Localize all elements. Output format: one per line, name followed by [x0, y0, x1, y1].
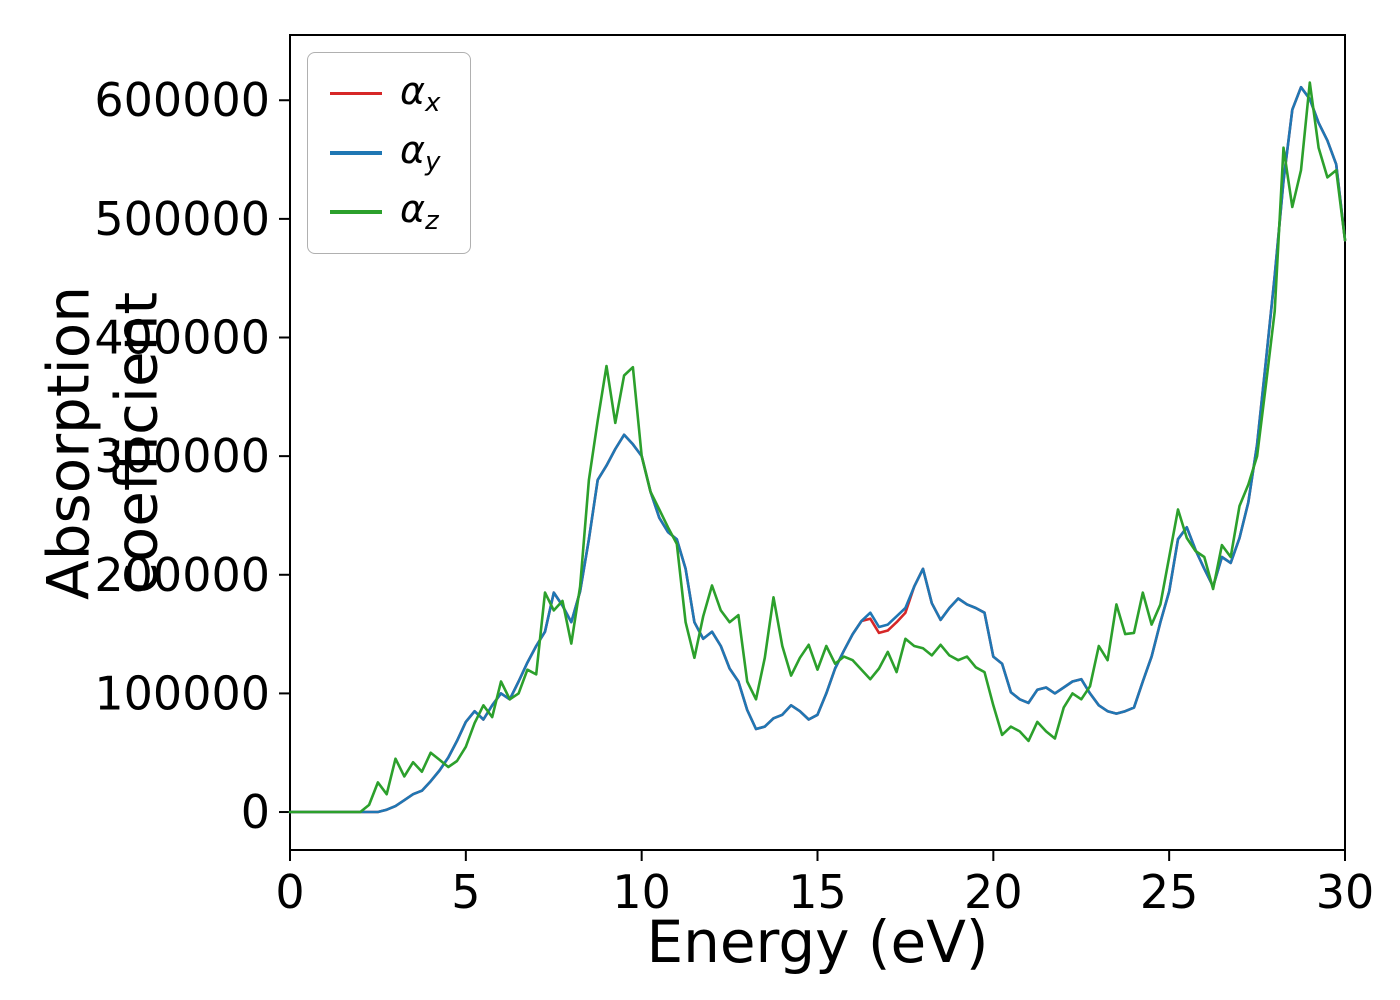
legend-label-sub: z — [425, 206, 439, 237]
legend-item-alpha-z: αz — [330, 187, 440, 237]
legend-label-base: α — [400, 69, 426, 113]
x-tick-label: 15 — [788, 865, 847, 919]
legend-swatch — [330, 91, 382, 96]
y-tick-label: 100000 — [94, 666, 270, 720]
y-tick-label: 400000 — [94, 311, 270, 365]
y-tick-label: 600000 — [94, 73, 270, 127]
legend: αx αy αz — [307, 52, 472, 254]
legend-label-base: α — [400, 128, 426, 173]
legend-swatch — [330, 210, 382, 214]
legend-label: αz — [400, 187, 439, 236]
legend-label: αy — [400, 128, 440, 177]
x-tick-label: 10 — [612, 865, 671, 919]
x-tick-label: 5 — [451, 865, 480, 919]
legend-item-alpha-x: αx — [330, 69, 440, 118]
series-line-alpha-z — [288, 81, 1347, 814]
legend-swatch — [330, 151, 382, 155]
legend-label-sub: y — [425, 147, 441, 178]
x-tick-label: 30 — [1316, 865, 1375, 919]
y-tick-label: 200000 — [94, 548, 270, 602]
y-tick-label: 0 — [241, 785, 270, 839]
x-tick-label: 25 — [1140, 865, 1199, 919]
series-line-alpha-y — [288, 85, 1347, 814]
x-axis-label: Energy (eV) — [646, 908, 989, 976]
legend-item-alpha-y: αy — [330, 128, 440, 177]
x-tick-label: 0 — [275, 865, 304, 919]
y-tick-label: 500000 — [94, 192, 270, 246]
legend-label-sub: x — [425, 88, 441, 119]
y-axis-label: Absorption coefficient — [34, 286, 171, 600]
legend-label-base: α — [400, 187, 426, 232]
x-tick-label: 20 — [964, 865, 1023, 919]
y-tick-label: 300000 — [94, 429, 270, 483]
legend-label: αx — [400, 69, 440, 118]
